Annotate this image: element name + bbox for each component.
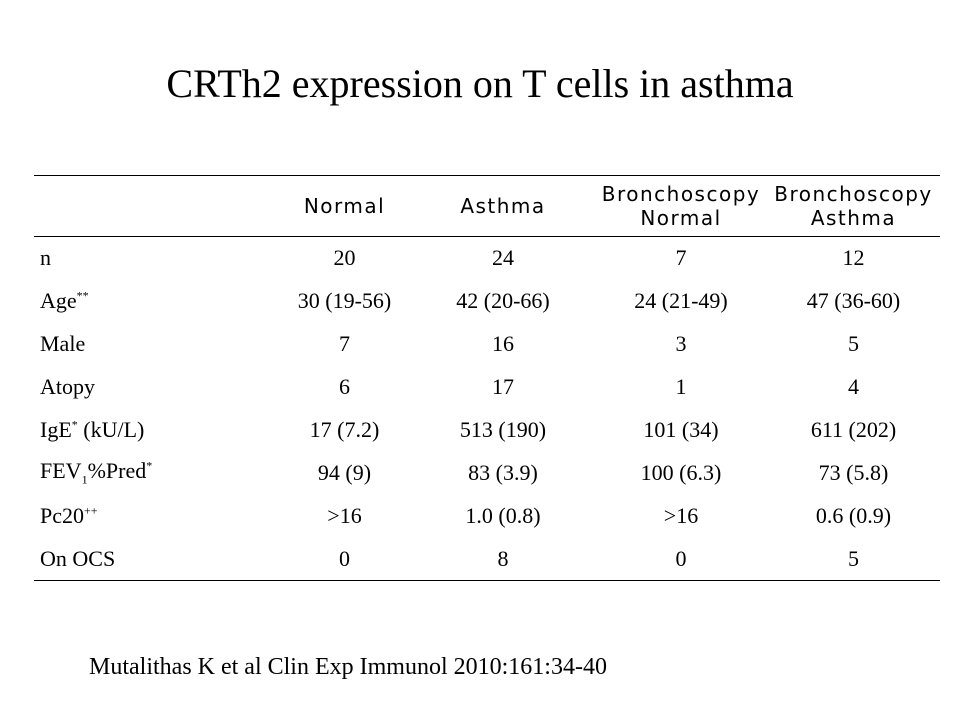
table-row: Age** 30 (19-56) 42 (20-66) 24 (21-49) 4… xyxy=(34,280,940,323)
row-label: n xyxy=(40,245,51,271)
header-cell-normal: Normal xyxy=(278,176,411,237)
header-cell-asthma: Asthma xyxy=(411,176,595,237)
row-label: FEV1%Pred* xyxy=(40,458,153,487)
cell-asthma: 8 xyxy=(497,545,509,571)
header-label-line2: Asthma xyxy=(810,206,897,230)
cell-normal: >16 xyxy=(327,503,362,528)
cell-bronchoscopy-asthma: 0.6 (0.9) xyxy=(815,503,892,528)
cell-bronchoscopy-normal: 101 (34) xyxy=(643,417,719,442)
cell-bronchoscopy-asthma: 5 xyxy=(848,545,859,571)
label-superscript: * xyxy=(146,458,153,473)
cell-bronchoscopy-asthma: 611 (202) xyxy=(810,417,897,442)
cell-bronchoscopy-asthma: 4 xyxy=(848,374,859,399)
row-label: On OCS xyxy=(40,545,116,571)
slide-title: CRTh2 expression on T cells in asthma xyxy=(166,61,794,106)
cell-normal: 7 xyxy=(339,331,350,356)
row-label: Pc20++ xyxy=(40,503,98,528)
cell-normal: 94 (9) xyxy=(317,460,372,485)
demographics-table: Normal Asthma Bronchoscopy Normal Bronch… xyxy=(34,175,940,581)
cell-bronchoscopy-asthma: 47 (36-60) xyxy=(806,288,901,313)
table-row: n 20 24 7 12 xyxy=(34,237,940,280)
citation-text: Mutalithas K et al Clin Exp Immunol 2010… xyxy=(89,654,607,680)
label-subscript: 1 xyxy=(81,472,88,487)
cell-bronchoscopy-asthma: 12 xyxy=(842,245,865,271)
cell-asthma: 17 xyxy=(492,374,514,399)
table-row: Male 7 16 3 5 xyxy=(34,323,940,366)
row-label: Atopy xyxy=(40,374,95,399)
header-cell-bronchoscopy-asthma: Bronchoscopy Asthma xyxy=(767,176,940,237)
cell-bronchoscopy-asthma: 5 xyxy=(848,331,859,356)
cell-normal: 6 xyxy=(339,374,350,399)
cell-normal: 30 (19-56) xyxy=(297,288,392,313)
header-label: Normal xyxy=(303,194,386,218)
cell-asthma: 83 (3.9) xyxy=(468,460,538,485)
header-label-line1: Bronchoscopy xyxy=(774,182,933,206)
table-row: IgE* (kU/L) 17 (7.2) 513 (190) 101 (34) … xyxy=(34,409,940,452)
table-row: On OCS 0 8 0 5 xyxy=(34,538,940,581)
cell-asthma: 42 (20-66) xyxy=(456,288,550,313)
header-label-line1: Bronchoscopy xyxy=(601,182,761,206)
cell-normal: 20 xyxy=(333,245,356,271)
table-header-row: Normal Asthma Bronchoscopy Normal Bronch… xyxy=(34,175,940,237)
cell-asthma: 24 xyxy=(492,245,514,271)
cell-bronchoscopy-normal: 100 (6.3) xyxy=(640,460,722,485)
cell-normal: 0 xyxy=(339,545,350,571)
cell-asthma: 1.0 (0.8) xyxy=(465,503,541,528)
row-label: IgE* (kU/L) xyxy=(40,417,145,442)
label-superscript: ** xyxy=(76,288,89,303)
header-cell-empty xyxy=(34,176,278,237)
row-label: Age** xyxy=(40,288,89,313)
table-row: Atopy 6 17 1 4 xyxy=(34,366,940,409)
cell-bronchoscopy-normal: 3 xyxy=(675,331,687,356)
demographics-table-container: Normal Asthma Bronchoscopy Normal Bronch… xyxy=(34,175,940,581)
header-cell-bronchoscopy-normal: Bronchoscopy Normal xyxy=(595,176,767,237)
cell-asthma: 513 (190) xyxy=(459,417,547,442)
header-label-line2: Normal xyxy=(640,206,722,230)
cell-bronchoscopy-normal: 7 xyxy=(675,245,687,271)
label-superscript: ++ xyxy=(84,503,98,518)
table-row: FEV1%Pred* 94 (9) 83 (3.9) 100 (6.3) 73 … xyxy=(34,452,940,495)
cell-bronchoscopy-normal: >16 xyxy=(663,503,699,528)
cell-normal: 17 (7.2) xyxy=(309,417,380,442)
label-superscript: * xyxy=(71,417,78,432)
cell-bronchoscopy-normal: 0 xyxy=(675,545,687,571)
row-label: Male xyxy=(40,331,86,356)
cell-bronchoscopy-asthma: 73 (5.8) xyxy=(818,460,889,485)
table-row: Pc20++ >16 1.0 (0.8) >16 0.6 (0.9) xyxy=(34,495,940,538)
cell-asthma: 16 xyxy=(492,331,514,356)
cell-bronchoscopy-normal: 1 xyxy=(675,374,687,399)
cell-bronchoscopy-normal: 24 (21-49) xyxy=(634,288,728,313)
header-label: Asthma xyxy=(460,194,546,218)
